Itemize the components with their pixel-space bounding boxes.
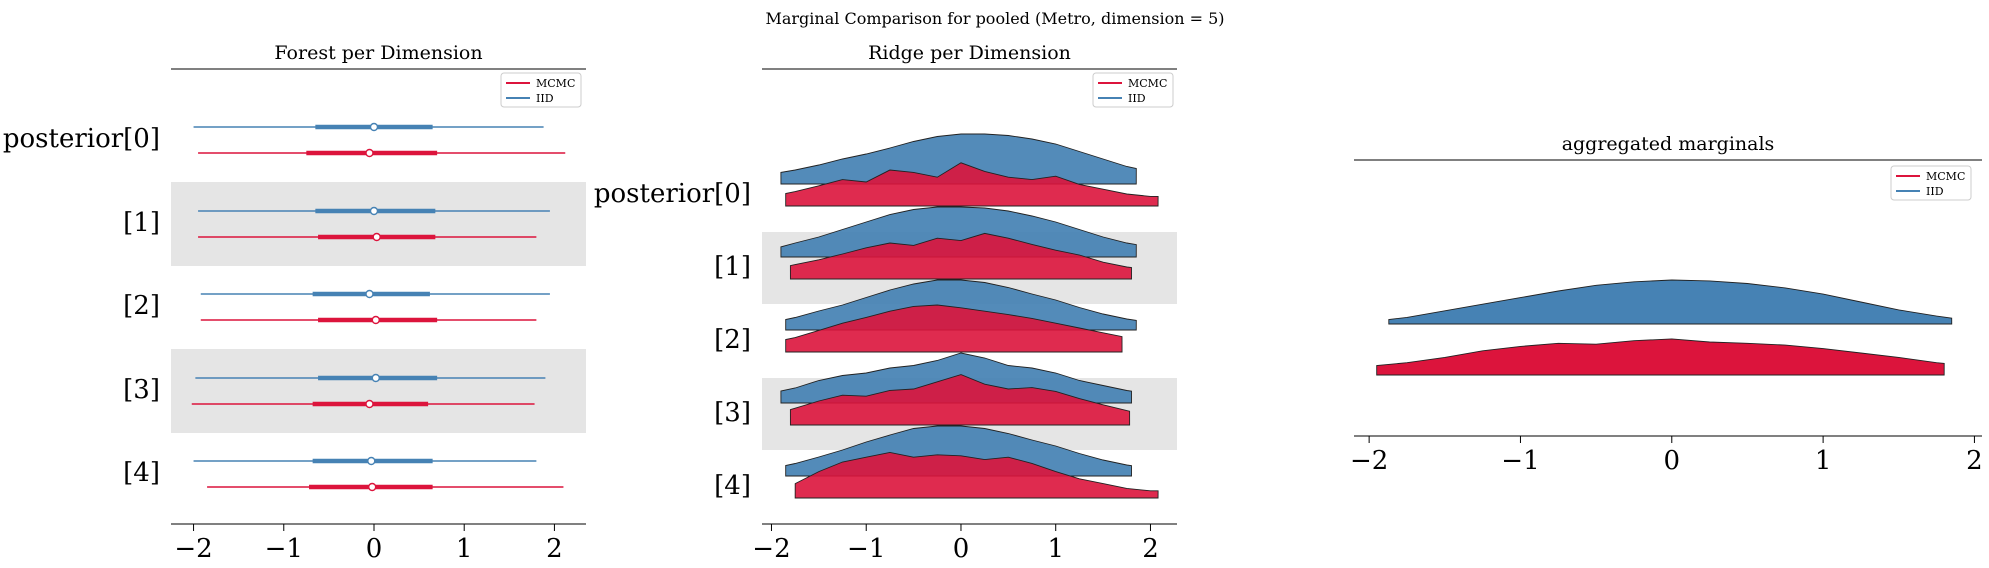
x-tick-label: 2 — [546, 534, 563, 564]
forest-panel: Forest per Dimension −2 −1 0 1 2 MCMC IID poster… — [3, 42, 586, 564]
row-label: [3] — [714, 398, 751, 428]
row-label: [2] — [123, 291, 160, 321]
iid-ridge — [780, 206, 1137, 258]
row-label: [1] — [714, 252, 751, 282]
x-tick-label: 2 — [1142, 534, 1159, 564]
panel-title: Forest per Dimension — [274, 42, 482, 64]
row-label: [2] — [714, 325, 751, 355]
x-tick-label: −2 — [1350, 446, 1388, 476]
x-tick-label: 0 — [953, 534, 970, 564]
x-tick-label: −1 — [265, 534, 303, 564]
legend-label: MCMC — [1926, 170, 1965, 183]
row-label: [3] — [123, 375, 160, 405]
x-tick-label: −1 — [847, 534, 885, 564]
row-label: [4] — [123, 458, 160, 488]
iid-median — [365, 289, 374, 299]
legend-label: IID — [1926, 185, 1944, 198]
iid-ridge — [1388, 279, 1953, 325]
x-tick-label: 1 — [1815, 446, 1832, 476]
iid-ridge — [780, 133, 1137, 185]
x-tick-label: 0 — [1664, 446, 1681, 476]
mcmc-median — [367, 482, 377, 492]
mcmc-median — [365, 399, 374, 409]
row-label: [4] — [714, 471, 751, 501]
legend-label: IID — [1128, 92, 1146, 105]
figure-title: Marginal Comparison for pooled (Metro, d… — [765, 9, 1224, 28]
x-tick-label: 1 — [1047, 534, 1064, 564]
mcmc-ridge — [1376, 338, 1945, 376]
iid-median — [369, 122, 379, 132]
iid-median — [369, 206, 379, 216]
row-label: posterior[0] — [3, 124, 160, 154]
legend-label: MCMC — [536, 77, 575, 90]
x-tick-label: 1 — [456, 534, 473, 564]
row-label: [1] — [123, 208, 160, 238]
mcmc-ridge — [794, 451, 1159, 499]
panel-title: aggregated marginals — [1562, 133, 1775, 155]
panel-title: Ridge per Dimension — [868, 42, 1071, 64]
row-label: posterior[0] — [594, 179, 751, 209]
legend-label: IID — [536, 92, 554, 105]
row-band — [171, 182, 586, 266]
mcmc-ridge — [785, 304, 1123, 353]
mcmc-ridge — [785, 162, 1159, 207]
x-tick-label: −2 — [752, 534, 790, 564]
x-tick-label: 0 — [366, 534, 383, 564]
x-tick-label: −2 — [174, 534, 212, 564]
row-band — [171, 349, 586, 433]
mcmc-median — [371, 315, 380, 325]
legend-label: MCMC — [1128, 77, 1167, 90]
x-tick-label: 2 — [1966, 446, 1983, 476]
x-tick-label: −1 — [1501, 446, 1539, 476]
mcmc-ridge — [789, 374, 1131, 426]
mcmc-median — [372, 232, 381, 242]
iid-median — [371, 373, 380, 383]
iid-median — [367, 456, 376, 466]
aggregated-panel: aggregated marginals −2 −1 0 1 2 MCMC IID — [1350, 133, 1983, 476]
mcmc-median — [365, 148, 374, 158]
mcmc-ridge — [789, 232, 1132, 280]
ridge-panel: Ridge per Dimension −2 −1 0 1 2 posterior[0] [1… — [594, 42, 1177, 564]
